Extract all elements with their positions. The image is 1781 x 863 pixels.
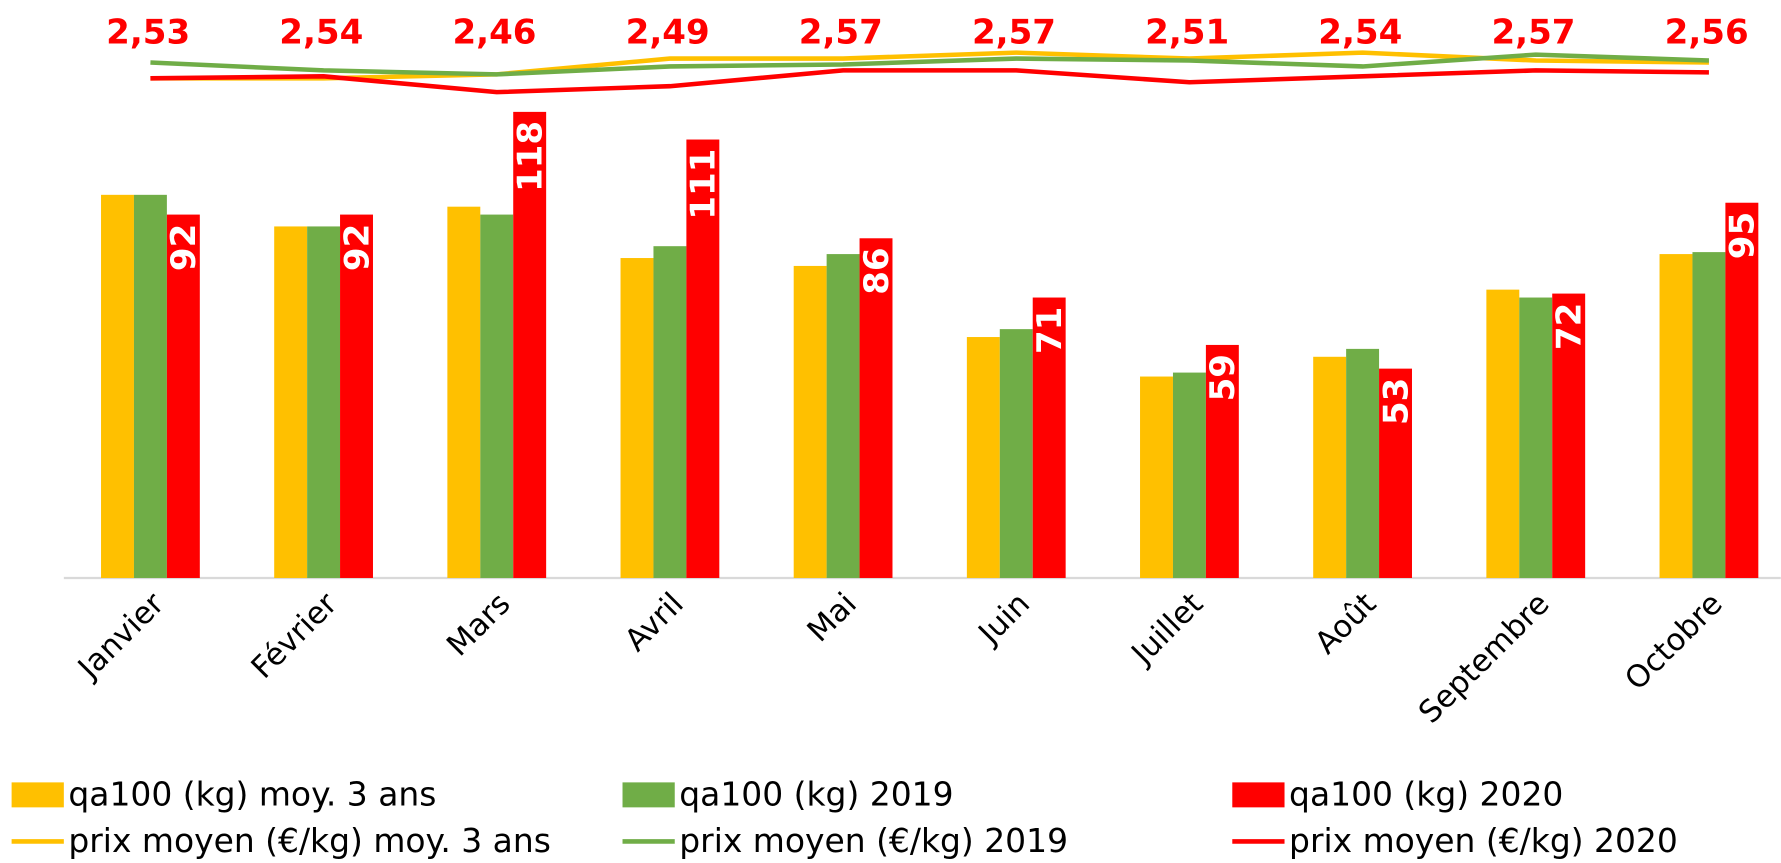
price-value-label: 2,53 (106, 13, 190, 53)
bar (513, 111, 547, 578)
price-value-label: 2,56 (1665, 13, 1749, 53)
price-line (150, 52, 1710, 77)
bar (1552, 293, 1586, 578)
bar-value-label: 71 (1030, 307, 1070, 354)
bar (1140, 376, 1173, 578)
bar (859, 238, 893, 578)
bar (1725, 202, 1759, 578)
price-value-label: 2,57 (1491, 13, 1575, 53)
price-value-label: 2,57 (972, 13, 1056, 53)
price-value-label: 2,57 (799, 13, 883, 53)
bar (1659, 254, 1693, 578)
bar-value-label: 118 (510, 121, 550, 192)
bar (1346, 348, 1380, 578)
bar-value-label: 111 (684, 149, 724, 220)
bar (166, 214, 200, 578)
bar (966, 337, 1000, 578)
x-tick-label: Avril (619, 586, 691, 658)
bar-value-label: 72 (1549, 303, 1589, 350)
bar-value-label: 92 (337, 224, 377, 271)
bar (1205, 344, 1239, 578)
bar-value-label: 92 (164, 224, 204, 271)
bar (1692, 252, 1726, 578)
x-tick-label: Août (1309, 586, 1384, 661)
price-line (150, 50, 1709, 81)
legend-label: prix moyen (€/kg) moy. 3 ans (68, 821, 551, 860)
bar (1486, 289, 1520, 578)
price-value-label: 2,51 (1145, 13, 1229, 53)
bar (307, 226, 341, 578)
legend-label: prix moyen (€/kg) 2020 (1289, 821, 1678, 860)
bar (620, 258, 654, 578)
price-value-label: 2,54 (1318, 13, 1402, 53)
bar (1032, 297, 1066, 578)
bar (1519, 297, 1553, 578)
bar (653, 246, 687, 578)
x-tick-label: Mai (801, 586, 864, 649)
x-tick-label: Octobre (1619, 586, 1730, 697)
bar-value-label: 86 (857, 247, 897, 294)
bar (686, 139, 720, 578)
price-value-label: 2,54 (279, 13, 363, 53)
legend-label: qa100 (kg) 2020 (1289, 775, 1563, 814)
bar-value-label: 53 (1376, 378, 1416, 425)
x-tick-label: Mars (441, 586, 518, 663)
price-value-label: 2,49 (626, 13, 710, 53)
bar (274, 226, 308, 578)
legend-swatch (11, 782, 64, 808)
bar (101, 194, 134, 578)
x-tick-label: Juin (971, 586, 1037, 652)
bar (793, 265, 827, 578)
legend-label: prix moyen (€/kg) 2019 (679, 821, 1068, 860)
bar-value-label: 59 (1203, 354, 1243, 401)
price-value-label: 2,46 (452, 13, 536, 53)
bar (1379, 368, 1412, 578)
legend-swatch (622, 782, 675, 808)
x-tick-label: Juillet (1124, 586, 1210, 672)
x-tick-label: Février (245, 586, 345, 686)
bar (340, 214, 373, 578)
bar (999, 329, 1033, 578)
price-line (150, 68, 1709, 95)
bar (447, 206, 481, 578)
bar (1172, 372, 1206, 578)
bar (1313, 356, 1347, 578)
bar (480, 214, 514, 578)
x-tick-label: Septembre (1412, 586, 1556, 730)
bar-value-label: 95 (1723, 212, 1763, 259)
bar (133, 194, 167, 578)
legend-label: qa100 (kg) 2019 (679, 775, 953, 814)
legend-label: qa100 (kg) moy. 3 ans (68, 775, 436, 814)
bar (826, 254, 860, 578)
x-tick-label: Janvier (71, 586, 172, 687)
legend-swatch (1232, 782, 1285, 808)
